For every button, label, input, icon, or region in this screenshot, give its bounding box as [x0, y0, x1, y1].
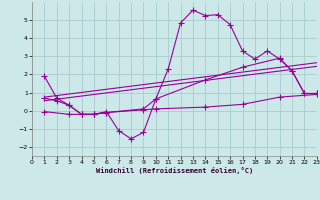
- X-axis label: Windchill (Refroidissement éolien,°C): Windchill (Refroidissement éolien,°C): [96, 167, 253, 174]
